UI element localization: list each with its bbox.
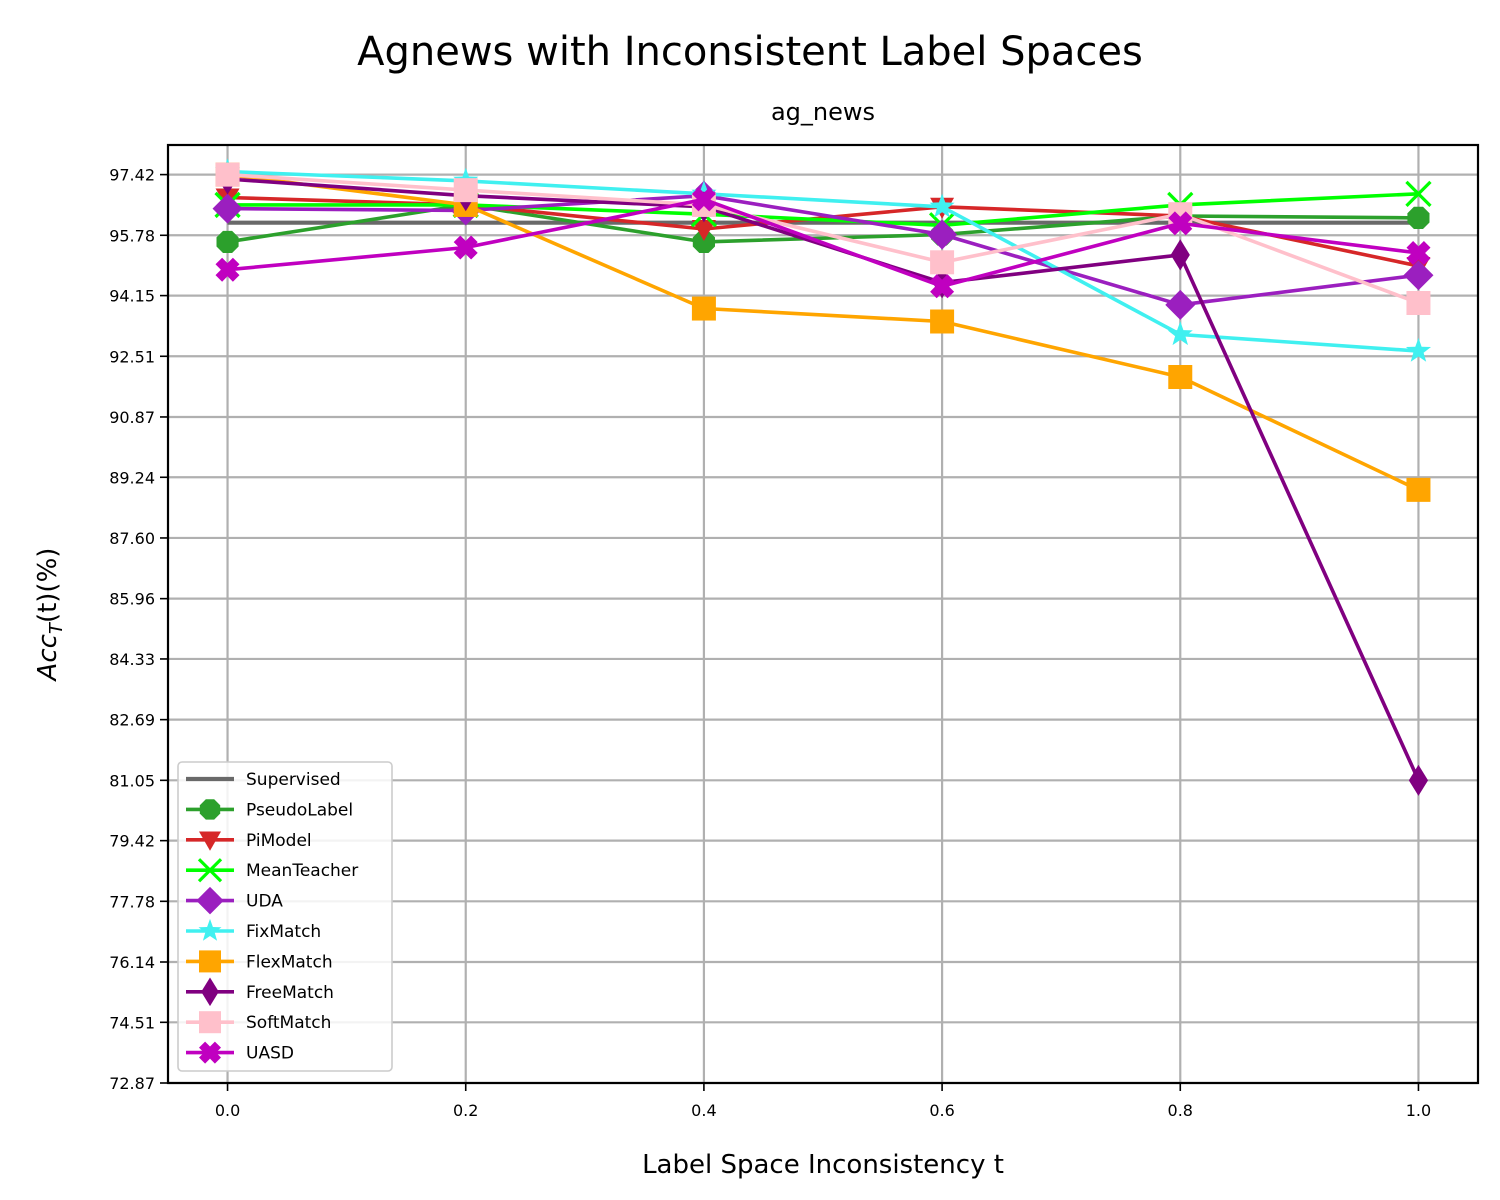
data-point: [1165, 289, 1196, 320]
data-point: [930, 250, 955, 275]
x-tick-label: 1.0: [1406, 1101, 1431, 1120]
data-point: [691, 296, 716, 321]
data-point: [1408, 764, 1429, 796]
series-line: [227, 169, 1419, 353]
series-line: [227, 193, 1419, 307]
y-tick-label: 92.51: [109, 347, 155, 366]
legend-entry: FixMatch: [186, 918, 321, 942]
legend-label: SoftMatch: [246, 1013, 331, 1033]
legend-marker: [196, 886, 224, 915]
data-point: [1168, 211, 1193, 236]
y-tick-label: 81.05: [109, 771, 155, 790]
x-tick-label: 0.0: [215, 1101, 240, 1120]
y-tick-label: 87.60: [109, 529, 155, 548]
series-fixmatch: [215, 158, 1431, 362]
x-tick-label: 0.2: [453, 1101, 478, 1120]
legend-entry: SoftMatch: [186, 1011, 331, 1034]
data-point: [1170, 239, 1190, 271]
y-axis-label: AccT(t)(%): [33, 548, 67, 683]
legend-marker: [199, 1011, 221, 1034]
x-axis-label: Label Space Inconsistency t: [642, 1150, 1004, 1180]
y-tick-label: 95.78: [109, 226, 155, 245]
legend-entry: PseudoLabel: [186, 799, 353, 820]
chart-suptitle: Agnews with Inconsistent Label Spaces: [357, 29, 1143, 75]
data-point: [216, 230, 239, 253]
legend: Supervised PseudoLabel PiModel MeanTeacher U…: [177, 761, 393, 1072]
y-tick-label: 97.42: [109, 166, 155, 185]
y-tick-label: 76.14: [109, 953, 155, 972]
legend-label: MeanTeacher: [246, 861, 358, 881]
legend-marker: [199, 1041, 221, 1064]
data-point: [1167, 321, 1193, 346]
data-point: [1405, 180, 1432, 207]
legend-entry: UDA: [186, 886, 283, 915]
legend-label: FreeMatch: [246, 983, 334, 1003]
data-point: [1403, 260, 1434, 291]
axis-ticks: 72.87 74.51 76.14 77.78 79.42 81.05 82.69 84.33…: [109, 166, 1431, 1120]
series-line: [227, 172, 1420, 492]
data-point: [1406, 241, 1431, 265]
y-tick-label: 89.24: [109, 468, 155, 487]
series-uda: [212, 180, 1434, 320]
y-tick-label: 90.87: [109, 408, 155, 427]
data-point: [453, 178, 478, 203]
data-point: [1407, 206, 1430, 229]
data-point: [1168, 365, 1193, 390]
series-line: [227, 192, 1419, 228]
legend-label: UDA: [246, 892, 283, 912]
legend-entry: Supervised: [186, 770, 341, 790]
legend-marker: [199, 831, 221, 851]
chart-title: ag_news: [771, 98, 875, 126]
legend-marker: [199, 950, 221, 973]
data-point: [692, 230, 715, 253]
y-tick-label: 72.87: [109, 1074, 155, 1093]
legend-label: FixMatch: [246, 922, 321, 942]
legend-label: Supervised: [246, 770, 341, 790]
y-tick-label: 85.96: [109, 590, 155, 609]
legend-entry: FreeMatch: [186, 977, 334, 1007]
series-line: [227, 177, 1421, 782]
data-point: [691, 219, 716, 241]
y-tick-label: 82.69: [109, 711, 155, 730]
legend-entry: PiModel: [186, 831, 312, 851]
series-uasd: [215, 187, 1431, 299]
data-point: [212, 193, 243, 224]
data-series: [212, 158, 1434, 796]
data-point: [215, 257, 240, 282]
legend-marker: [198, 918, 222, 941]
y-tick-label: 79.42: [109, 832, 155, 851]
series-freematch: [217, 163, 1429, 796]
data-point: [929, 193, 955, 218]
legend-label: PseudoLabel: [246, 800, 353, 820]
legend-label: FlexMatch: [246, 952, 333, 972]
y-tick-label: 94.15: [109, 287, 155, 306]
legend-marker: [201, 977, 219, 1007]
y-tick-label: 77.78: [109, 892, 155, 911]
y-tick-label: 74.51: [109, 1013, 155, 1032]
data-point: [930, 274, 955, 299]
data-point: [1405, 337, 1431, 362]
legend-marker: [199, 799, 221, 820]
y-tick-label: 84.33: [109, 650, 155, 669]
data-point: [1406, 290, 1431, 315]
legend-entry: UASD: [186, 1041, 294, 1064]
data-point: [215, 162, 240, 187]
plot-area-frame: [166, 143, 1480, 1085]
legend-entry: MeanTeacher: [186, 858, 358, 883]
legend-marker: [197, 858, 223, 883]
data-point: [930, 309, 955, 334]
legend-label: UASD: [246, 1044, 294, 1064]
data-point: [453, 235, 478, 260]
x-tick-label: 0.8: [1168, 1101, 1193, 1120]
series-line: [227, 197, 1419, 289]
data-point: [691, 187, 716, 212]
data-point: [927, 219, 958, 250]
legend-entry: FlexMatch: [186, 950, 333, 973]
x-tick-label: 0.6: [929, 1101, 954, 1120]
x-tick-label: 0.4: [691, 1101, 716, 1120]
data-point: [1406, 477, 1431, 502]
legend-label: PiModel: [246, 831, 312, 851]
